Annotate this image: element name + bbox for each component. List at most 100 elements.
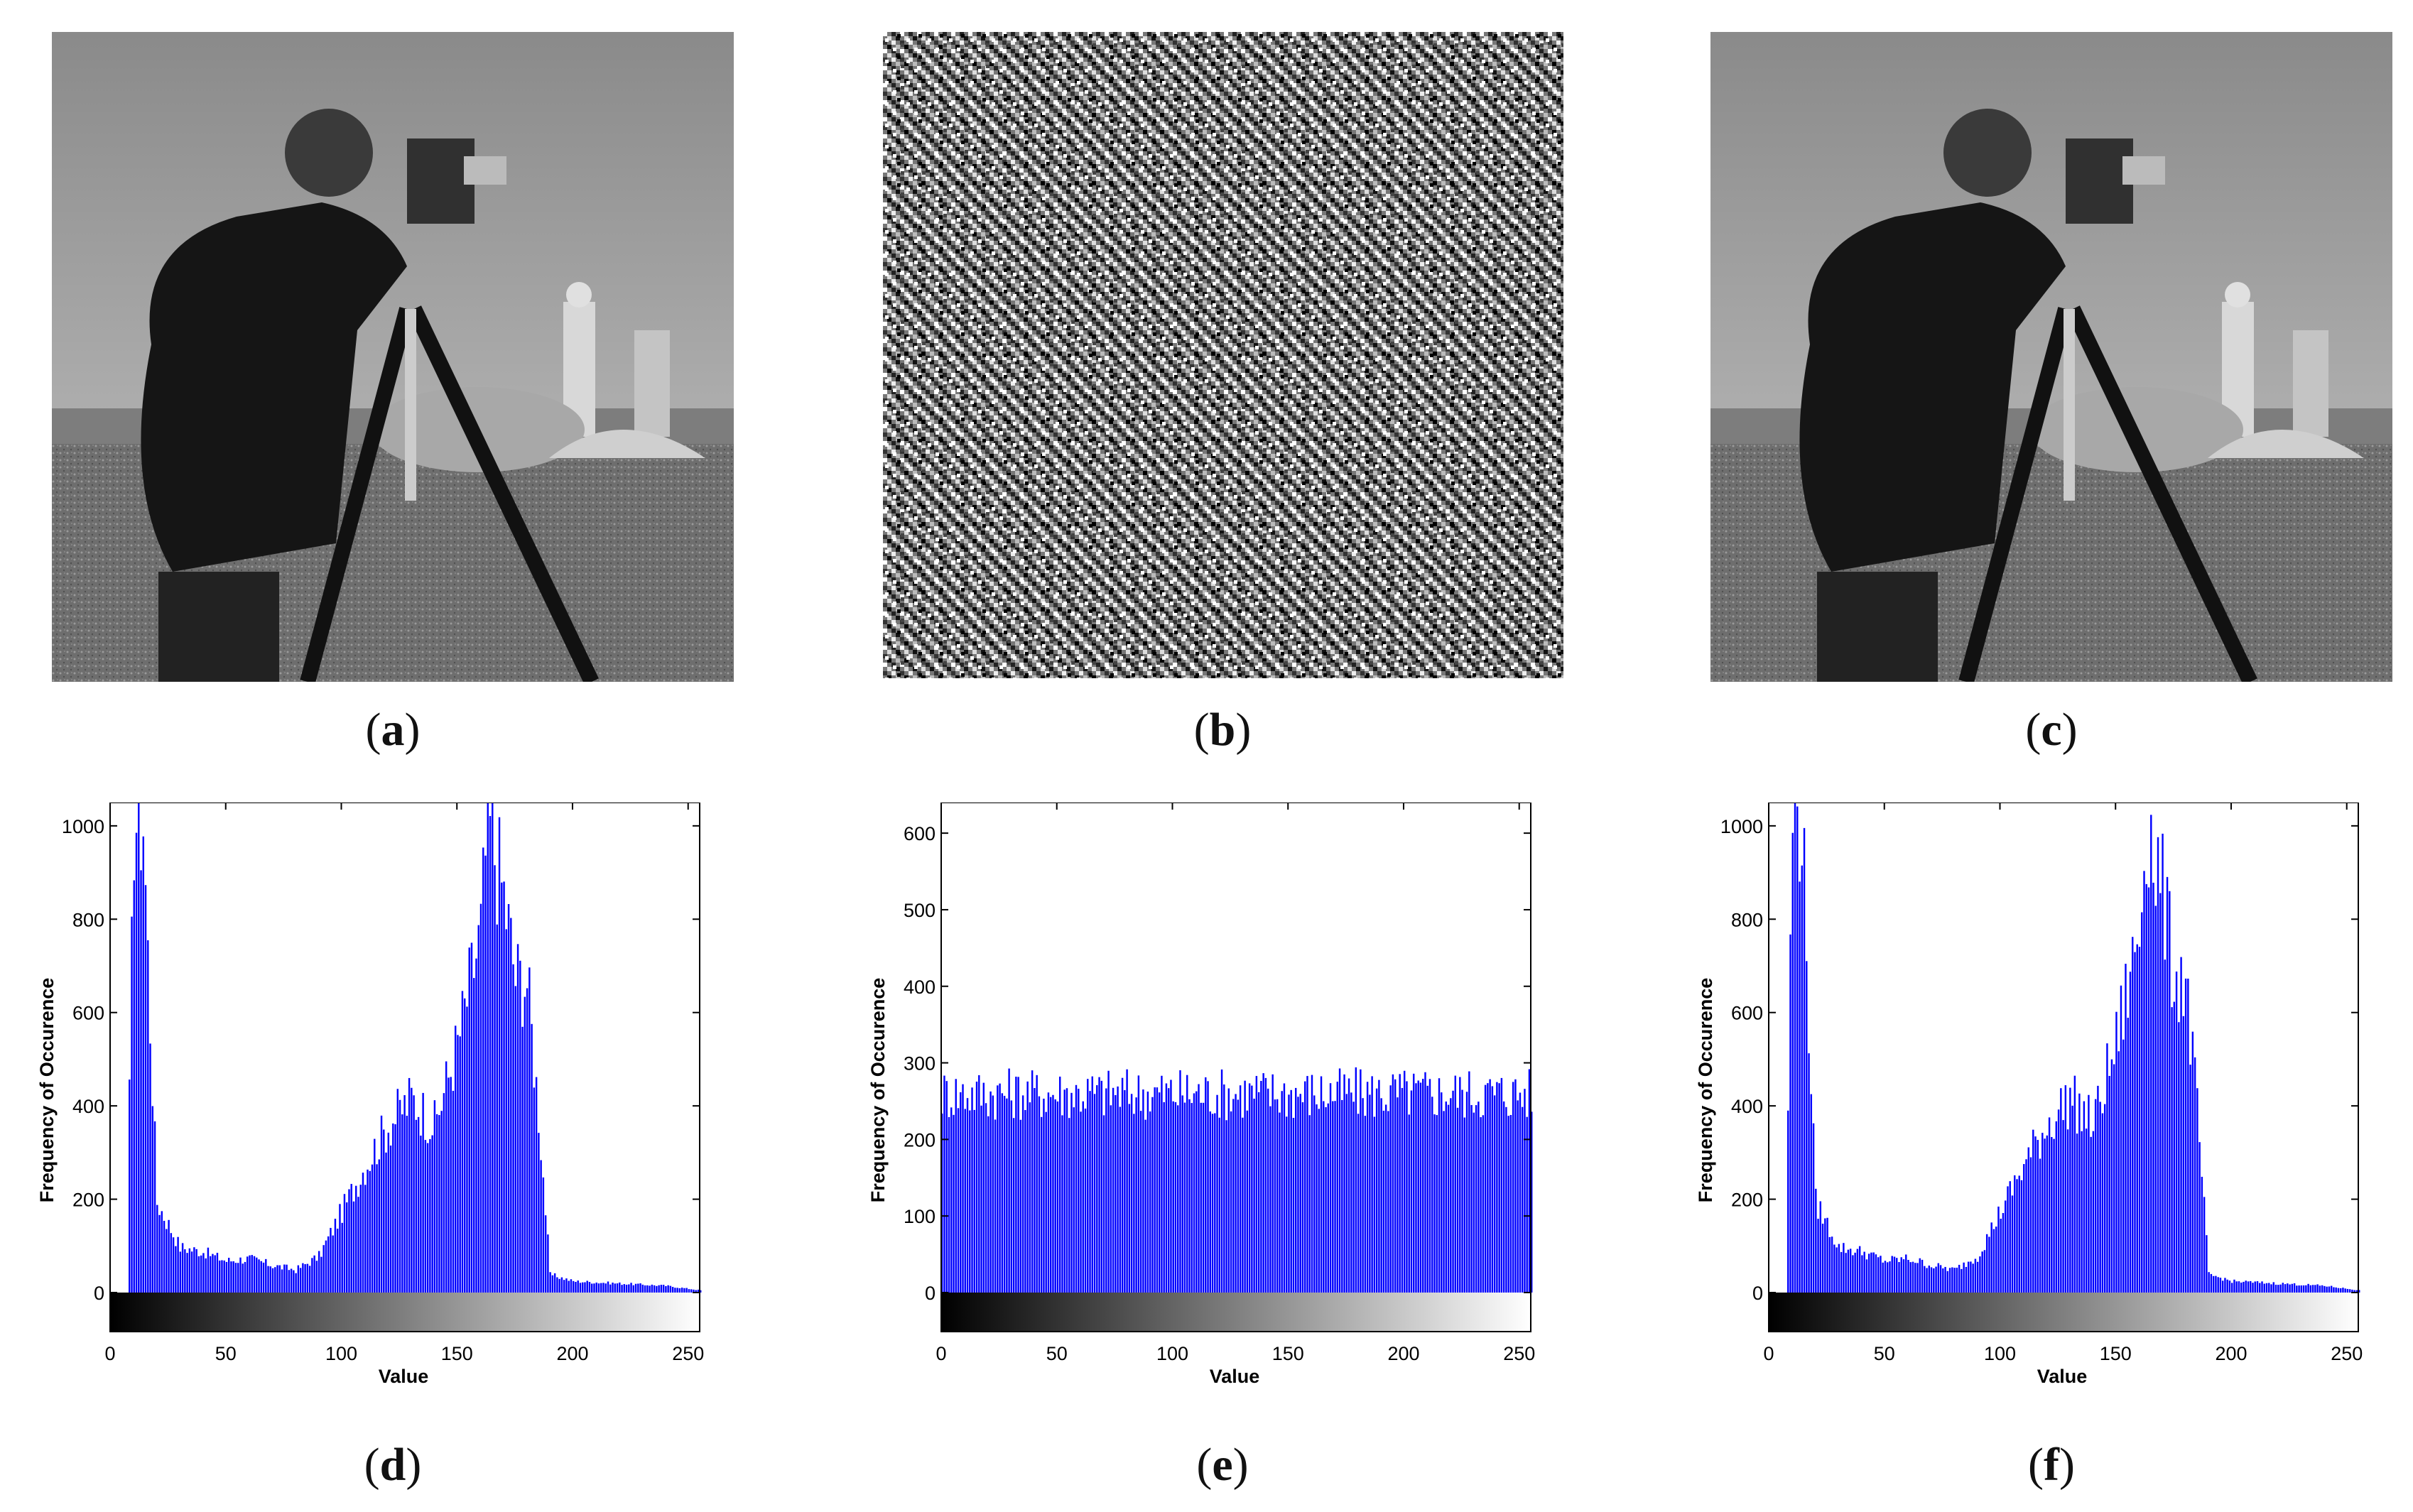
bar: [1433, 1114, 1436, 1293]
bar: [1891, 1256, 1893, 1293]
bar: [2261, 1281, 2263, 1293]
bar: [479, 903, 482, 1293]
bar: [1267, 1088, 1269, 1293]
bar: [417, 1116, 420, 1293]
bar: [1789, 934, 1791, 1293]
bar: [1872, 1252, 1875, 1293]
bar: [2326, 1286, 2328, 1293]
bar: [1375, 1088, 1378, 1293]
bar: [1352, 1102, 1355, 1293]
bar: [1803, 827, 1806, 1293]
bar: [2007, 1186, 2009, 1293]
bar: [2138, 947, 2141, 1293]
bar: [1082, 1101, 1084, 1293]
bar: [1223, 1084, 1225, 1293]
bar: [1806, 961, 1808, 1293]
bar: [1875, 1254, 1877, 1293]
bar: [2090, 1136, 2092, 1293]
bar: [2101, 1113, 2104, 1293]
bar: [1146, 1092, 1149, 1293]
bar: [1817, 1219, 1819, 1293]
bar: [166, 1229, 168, 1293]
bar: [2094, 1099, 2097, 1293]
bar: [232, 1261, 234, 1293]
bar: [2115, 1011, 2118, 1293]
bar: [1835, 1247, 1838, 1293]
bar: [367, 1169, 369, 1293]
bar: [1406, 1081, 1408, 1293]
bar: [568, 1280, 570, 1293]
bar: [1202, 1102, 1205, 1293]
bar: [1489, 1079, 1491, 1293]
x-tick-label: 0: [104, 1343, 115, 1364]
bar: [1327, 1103, 1330, 1293]
x-tick-label: 200: [1387, 1343, 1419, 1364]
bar: [1341, 1099, 1343, 1293]
cameraman-photo-icon: [52, 32, 734, 682]
bar: [1819, 1201, 1822, 1293]
bar: [2154, 905, 2157, 1293]
bar: [1415, 1083, 1417, 1293]
bar: [577, 1280, 579, 1293]
bar: [2339, 1288, 2342, 1293]
bar: [473, 978, 475, 1293]
y-tick-label: 200: [72, 1190, 104, 1211]
bar: [1308, 1115, 1311, 1293]
bar: [1882, 1262, 1884, 1293]
bar: [1021, 1095, 1024, 1293]
bar: [482, 847, 484, 1293]
bar: [1343, 1074, 1345, 1293]
bar: [2274, 1284, 2277, 1293]
bar: [369, 1170, 371, 1293]
bar: [1870, 1252, 1872, 1293]
bar: [1227, 1088, 1230, 1293]
bar: [1220, 1069, 1223, 1293]
bar: [1299, 1094, 1301, 1293]
bar: [332, 1235, 334, 1293]
bar: [1371, 1076, 1373, 1293]
bar: [2191, 1031, 2194, 1293]
bar: [1102, 1115, 1105, 1293]
bar: [1877, 1257, 1880, 1293]
bar: [1334, 1101, 1336, 1293]
bar: [1070, 1092, 1073, 1293]
bar: [133, 880, 135, 1293]
bar: [315, 1261, 318, 1293]
bar: [1937, 1263, 1940, 1293]
bar: [2150, 815, 2152, 1293]
bar: [1419, 1082, 1422, 1293]
bar: [415, 1119, 418, 1293]
bar: [1995, 1227, 1997, 1293]
bar: [1824, 1218, 1826, 1293]
bar: [1045, 1111, 1047, 1293]
bar: [1149, 1111, 1151, 1293]
bar: [1979, 1256, 1981, 1293]
bar: [2046, 1135, 2049, 1293]
bar: [609, 1284, 612, 1293]
bar: [170, 1233, 173, 1293]
bar: [700, 1290, 702, 1293]
bar: [1531, 1111, 1533, 1293]
bar: [2196, 1088, 2198, 1293]
bar: [420, 1136, 422, 1293]
bar: [505, 929, 508, 1293]
bar: [2060, 1088, 2062, 1293]
bar: [271, 1268, 274, 1293]
bar: [1484, 1084, 1487, 1293]
bar: [978, 1075, 980, 1293]
bar: [2078, 1093, 2081, 1293]
bar: [1181, 1095, 1183, 1293]
bar: [1142, 1089, 1144, 1293]
bar: [1276, 1099, 1279, 1293]
bar: [2034, 1136, 2037, 1293]
bar: [1297, 1097, 1299, 1293]
bar: [1928, 1266, 1931, 1293]
bar: [2000, 1219, 2002, 1293]
bar: [1378, 1079, 1380, 1293]
bar: [1115, 1094, 1117, 1293]
bar: [1963, 1262, 1965, 1293]
grayscale-colorbar: [110, 1293, 700, 1332]
bar: [1288, 1094, 1290, 1293]
bar: [2032, 1129, 2034, 1293]
bar: [1948, 1268, 1951, 1293]
